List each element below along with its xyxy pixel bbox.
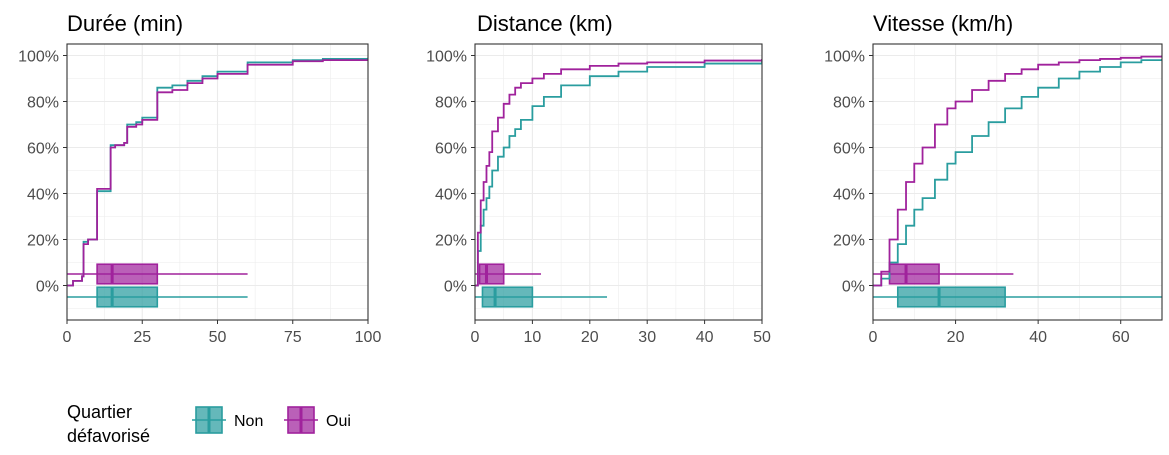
x-tick-label: 25 (133, 329, 151, 346)
x-tick-label: 40 (696, 329, 714, 346)
legend: Quartier défavorisé Non Oui (67, 402, 351, 446)
boxplot-box-non (96, 286, 159, 308)
chart-title: Vitesse (km/h) (873, 11, 1013, 36)
plot-data (475, 58, 762, 308)
x-tick-label: 100 (355, 329, 382, 346)
y-tick-label: 20% (833, 233, 865, 250)
x-tick-label: 10 (524, 329, 542, 346)
y-tick-label: 40% (27, 187, 59, 204)
y-tick-label: 20% (27, 233, 59, 250)
boxplot-box-oui (96, 263, 159, 285)
ecdf-line-oui (873, 55, 1162, 287)
plot-data (67, 57, 368, 308)
y-tick-label: 80% (435, 95, 467, 112)
y-tick-label: 40% (435, 187, 467, 204)
boxplot-box-oui (888, 263, 940, 285)
ecdf-line-oui (67, 58, 368, 287)
chart-panel-1: Distance (km) 0% 20% 40% 60% 80% 100% 0 10 20 30 40… (426, 11, 771, 346)
x-tick-label: 0 (869, 329, 878, 346)
x-tick-label: 30 (638, 329, 656, 346)
legend-key-non (192, 406, 226, 434)
ecdf-line-oui (475, 58, 762, 287)
x-tick-label: 0 (471, 329, 480, 346)
gridlines (873, 44, 1162, 320)
y-tick-label: 80% (27, 95, 59, 112)
ecdf-line-non (475, 61, 762, 287)
legend-title: Quartier (67, 402, 132, 422)
x-tick-label: 0 (63, 329, 72, 346)
x-tick-label: 50 (753, 329, 771, 346)
ecdf-line-non (873, 58, 1162, 287)
y-tick-label: 100% (18, 49, 59, 66)
y-tick-label: 60% (833, 141, 865, 158)
y-tick-label: 80% (833, 95, 865, 112)
chart-panel-0: Durée (min) 0% 20% 40% 60% 80% 100% 0 25 50 75 100 (18, 11, 381, 346)
panel-border (872, 43, 1163, 321)
x-tick-label: 50 (209, 329, 227, 346)
x-tick-label: 20 (947, 329, 965, 346)
legend-label-oui: Oui (326, 413, 351, 430)
boxplot-box-non (481, 286, 534, 308)
chart-panel-2: Vitesse (km/h) 0% 20% 40% 60% 80% 100% 0 20 40 60 (824, 11, 1163, 346)
y-tick-label: 100% (426, 49, 467, 66)
x-tick-label: 60 (1112, 329, 1130, 346)
y-tick-label: 0% (444, 279, 467, 296)
panel-border (474, 43, 763, 321)
boxplot-box-non (896, 286, 1006, 308)
y-tick-label: 0% (36, 279, 59, 296)
y-tick-label: 20% (435, 233, 467, 250)
y-tick-label: 60% (27, 141, 59, 158)
legend-key-oui (284, 406, 318, 434)
y-tick-label: 40% (833, 187, 865, 204)
legend-title: défavorisé (67, 426, 150, 446)
x-tick-label: 20 (581, 329, 599, 346)
chart-title: Distance (km) (477, 11, 613, 36)
x-tick-label: 75 (284, 329, 302, 346)
legend-label-non: Non (234, 413, 263, 430)
y-tick-label: 100% (824, 49, 865, 66)
y-tick-label: 0% (842, 279, 865, 296)
x-tick-label: 40 (1029, 329, 1047, 346)
boxplot-box-oui (478, 263, 505, 285)
gridlines (475, 44, 762, 320)
chart-title: Durée (min) (67, 11, 183, 36)
y-tick-label: 60% (435, 141, 467, 158)
plot-data (873, 55, 1162, 308)
